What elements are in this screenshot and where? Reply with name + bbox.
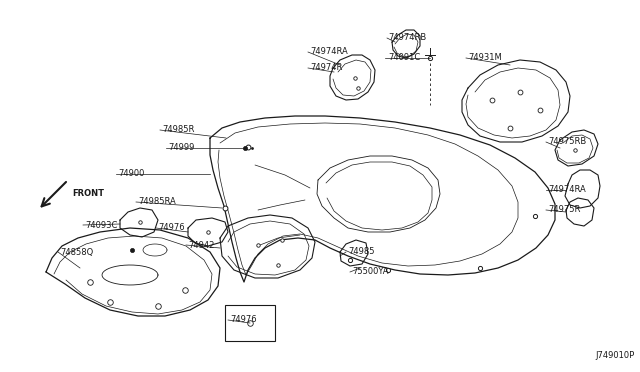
Text: 74931M: 74931M [468, 54, 502, 62]
Text: 74975RB: 74975RB [548, 138, 586, 147]
Text: 74900: 74900 [118, 170, 145, 179]
Text: 74974RA: 74974RA [310, 48, 348, 57]
Text: 74942: 74942 [188, 241, 214, 250]
Text: 74999: 74999 [168, 144, 195, 153]
Text: 75500YA: 75500YA [352, 267, 388, 276]
Text: 74974RA: 74974RA [548, 186, 586, 195]
Text: J749010P: J749010P [595, 350, 634, 359]
Text: 74976: 74976 [230, 315, 257, 324]
Text: 74093C: 74093C [85, 221, 117, 230]
Text: 74974R: 74974R [310, 64, 342, 73]
Text: 74974RB: 74974RB [388, 33, 426, 42]
Text: 74975R: 74975R [548, 205, 580, 215]
Text: 74985RA: 74985RA [138, 198, 176, 206]
Text: 74985R: 74985R [162, 125, 195, 135]
Text: 74858Q: 74858Q [60, 247, 93, 257]
Text: FRONT: FRONT [72, 189, 104, 198]
Text: 74976: 74976 [158, 224, 184, 232]
Text: 74985: 74985 [348, 247, 374, 257]
Text: 74091C: 74091C [388, 54, 420, 62]
